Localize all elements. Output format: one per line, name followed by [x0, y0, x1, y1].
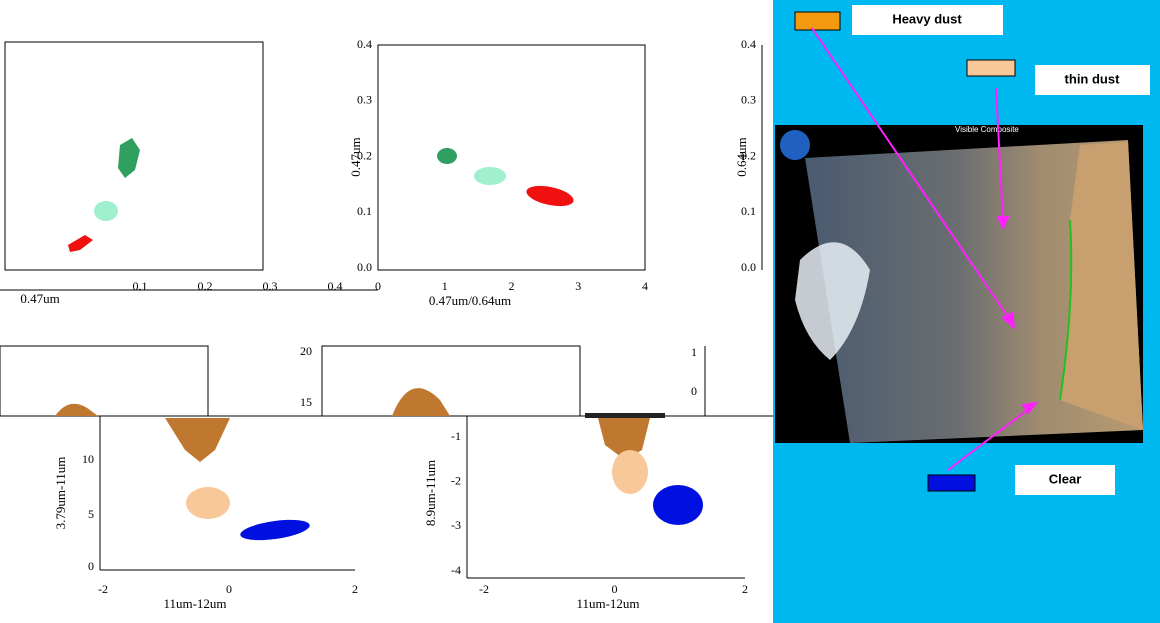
y-tick-label: 0.2	[741, 148, 756, 162]
cluster	[165, 418, 230, 462]
x-tick-label: 2	[509, 279, 515, 293]
legend-label: Clear	[1049, 471, 1082, 486]
cluster	[240, 519, 310, 541]
panel-frame	[321, 345, 581, 417]
x-tick-label: 0	[612, 582, 618, 596]
cluster	[55, 403, 98, 416]
x-axis-label: 0.47um	[20, 291, 59, 306]
panel-frame	[0, 345, 209, 417]
cluster	[94, 201, 118, 221]
cluster	[68, 235, 93, 252]
y-tick-label: -4	[451, 563, 461, 577]
y-axis-label: 0.64um	[734, 137, 749, 176]
y-tick-label: 5	[88, 507, 94, 521]
x-tick-label: 0	[375, 279, 381, 293]
cluster	[186, 487, 230, 519]
cluster	[437, 148, 457, 164]
y-tick-label: 0.1	[357, 204, 372, 218]
x-tick-label: 1	[442, 279, 448, 293]
cluster	[392, 388, 450, 416]
y-tick-label: 0	[88, 559, 94, 573]
satellite-swath	[805, 140, 1143, 443]
y-axis-label: 3.79um-11um	[53, 457, 68, 530]
y-tick-label: -3	[451, 518, 461, 532]
x-tick-label: 0.4	[328, 279, 343, 293]
y-tick-label: 0.4	[357, 37, 372, 51]
land	[1060, 142, 1143, 430]
panel-frame	[4, 41, 264, 271]
plot-area	[0, 0, 773, 623]
y-tick-label: -1	[451, 429, 461, 443]
image-title: Visible Composite	[955, 125, 1019, 134]
cluster	[653, 485, 703, 525]
x-axis-label: 0.47um/0.64um	[429, 293, 511, 308]
clouds	[795, 242, 870, 360]
legend-label-box	[1035, 65, 1150, 95]
x-tick-label: -2	[479, 582, 489, 596]
y-tick-label: 20	[300, 344, 312, 358]
legend-label: Heavy dust	[892, 11, 962, 26]
cluster	[612, 450, 648, 494]
cluster	[598, 418, 650, 460]
cluster	[118, 138, 140, 178]
y-tick-label: 0	[691, 384, 697, 398]
legend-label-box	[1015, 465, 1115, 495]
x-tick-label: 0	[226, 582, 232, 596]
y-tick-label: -2	[451, 473, 461, 487]
legend-swatch	[927, 474, 976, 492]
y-axis-label: 8.9um-11um	[423, 460, 438, 526]
arrows	[811, 27, 1039, 471]
y-tick-label: 0.0	[357, 260, 372, 274]
legend-swatch	[794, 11, 841, 31]
y-tick-label: 10	[82, 452, 94, 466]
y-tick-label: 15	[300, 395, 312, 409]
x-tick-label: -2	[98, 582, 108, 596]
x-axis-label: 11um-12um	[163, 596, 226, 611]
cluster	[474, 167, 506, 185]
x-tick-label: 0.3	[263, 279, 278, 293]
legend-swatch	[966, 59, 1016, 77]
x-tick-label: 2	[352, 582, 358, 596]
x-tick-label: 3	[575, 279, 581, 293]
y-tick-label: 1	[691, 345, 697, 359]
x-axis-label: 11um-12um	[576, 596, 639, 611]
coastline	[1059, 219, 1073, 401]
artifact	[585, 413, 665, 418]
y-tick-label: 0.3	[741, 93, 756, 107]
x-tick-label: 0.1	[133, 279, 148, 293]
panel-frame	[377, 44, 646, 271]
y-tick-label: 0.1	[741, 204, 756, 218]
globe-icon	[780, 130, 810, 160]
y-tick-label: 0.2	[357, 148, 372, 162]
cluster	[526, 185, 574, 207]
y-tick-label: 0.3	[357, 93, 372, 107]
legend-label: thin dust	[1065, 71, 1121, 86]
x-tick-label: 2	[742, 582, 748, 596]
legend-label-box	[852, 5, 1003, 35]
y-axis-label: 0.47um	[348, 137, 363, 176]
y-tick-label: 0.0	[741, 260, 756, 274]
x-tick-label: 4	[642, 279, 648, 293]
x-tick-label: 0.2	[198, 279, 213, 293]
y-tick-label: 0.4	[741, 37, 756, 51]
